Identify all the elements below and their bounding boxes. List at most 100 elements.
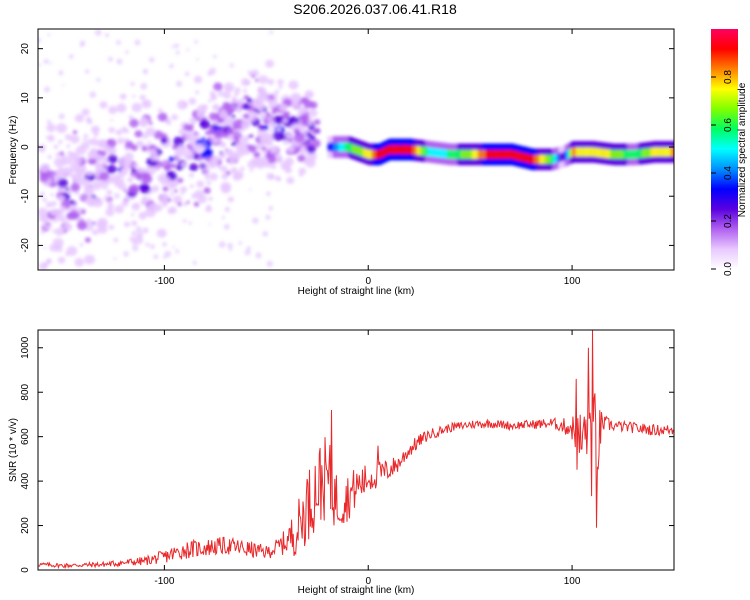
spectral-blob (83, 137, 87, 141)
spectral-blob (276, 177, 282, 182)
spectrogram-plot-area (38, 29, 674, 270)
noise-speckle (201, 111, 206, 116)
noise-speckle (208, 99, 212, 103)
spectral-blob (53, 144, 59, 149)
spectral-blob (189, 163, 199, 172)
spectral-blob (42, 197, 47, 202)
spectral-blob (50, 193, 54, 197)
spectral-blob (136, 140, 144, 148)
spectral-blob (173, 136, 185, 147)
spectrogram-y-axis-label: Frequency (Hz) (8, 116, 19, 185)
spectral-blob (232, 167, 238, 172)
noise-speckle (79, 242, 84, 247)
spectral-blob (221, 173, 229, 180)
noise-speckle (92, 147, 98, 153)
noise-speckle (249, 168, 253, 173)
spectral-blob (220, 142, 227, 148)
spectral-blob (182, 202, 187, 207)
noise-speckle (84, 69, 90, 74)
spectral-blob (303, 128, 309, 134)
noise-speckle (43, 246, 46, 250)
spectral-blob (284, 166, 292, 174)
spectral-blob (38, 207, 48, 217)
spectral-blob (297, 154, 306, 162)
spectral-blob (189, 117, 197, 125)
spectral-blob (139, 94, 146, 101)
ridge-inner (442, 149, 445, 158)
spectral-blob (105, 208, 115, 217)
ridge-inner (458, 150, 461, 159)
noise-speckle (132, 94, 136, 98)
noise-speckle (142, 68, 148, 74)
noise-speckle (87, 139, 92, 144)
noise-speckle (105, 33, 110, 38)
spectral-blob (133, 163, 139, 169)
noise-speckle (268, 205, 274, 211)
spectral-blob (209, 157, 218, 166)
noise-speckle (162, 160, 168, 166)
ridge-inner (672, 147, 674, 157)
spectral-blob (184, 131, 196, 141)
spectral-blob (288, 80, 299, 90)
spectral-blob (131, 220, 138, 226)
spectral-blob (131, 168, 137, 173)
spectral-blob (189, 184, 194, 188)
noise-speckle (234, 122, 237, 125)
spectral-blob (92, 229, 99, 236)
spectral-blob (106, 164, 117, 174)
y-tick-label: 400 (20, 472, 31, 489)
noise-speckle (233, 119, 237, 122)
noise-speckle (183, 102, 188, 107)
spectral-blob (142, 172, 151, 180)
ridge-inner (378, 149, 382, 159)
ridge-inner (569, 148, 573, 158)
ridge-inner (532, 154, 536, 164)
noise-speckle (116, 40, 121, 45)
noise-speckle (244, 249, 251, 256)
spectral-blob (268, 98, 278, 108)
spectral-blob (141, 146, 148, 152)
x-tick-label: -100 (154, 576, 174, 587)
spectral-blob (130, 144, 138, 151)
ridge-inner (512, 150, 515, 160)
spectral-blob (141, 99, 152, 109)
ridge-inner (421, 146, 425, 156)
spectral-blob (122, 197, 130, 203)
ridge-inner (464, 150, 467, 159)
spectral-blob (139, 184, 151, 194)
noise-speckle (149, 57, 155, 63)
spectral-blob (184, 71, 190, 76)
noise-speckle (107, 56, 113, 62)
spectral-blob (85, 173, 90, 177)
noise-speckle (218, 241, 226, 248)
noise-speckle (140, 82, 148, 90)
spectral-blob (177, 202, 182, 207)
ridge-inner (671, 147, 674, 157)
ridge-inner (591, 147, 595, 157)
spectral-blob (107, 203, 115, 210)
spectral-blob (303, 99, 313, 109)
spectral-blob (243, 113, 250, 119)
spectral-blob (77, 220, 88, 231)
noise-speckle (58, 70, 64, 76)
spectral-blob (279, 137, 284, 141)
spectral-blob (84, 237, 91, 243)
spectral-blob (299, 148, 308, 155)
spectral-blob (193, 75, 203, 84)
spectral-blob (196, 180, 205, 188)
spectral-blob (41, 216, 49, 223)
spectral-blob (99, 171, 110, 181)
spectral-blob (283, 111, 291, 118)
spectral-blob (106, 189, 113, 196)
noise-speckle (113, 257, 117, 260)
noise-speckle (47, 154, 52, 160)
spectral-blob (129, 118, 139, 128)
spectral-blob (167, 198, 172, 202)
spectral-blob (57, 256, 66, 264)
noise-speckle (80, 40, 86, 46)
ridge-inner (528, 154, 531, 163)
noise-speckle (130, 81, 135, 86)
ridge-inner (389, 145, 393, 154)
noise-speckle (186, 48, 190, 52)
noise-speckle (209, 67, 217, 75)
